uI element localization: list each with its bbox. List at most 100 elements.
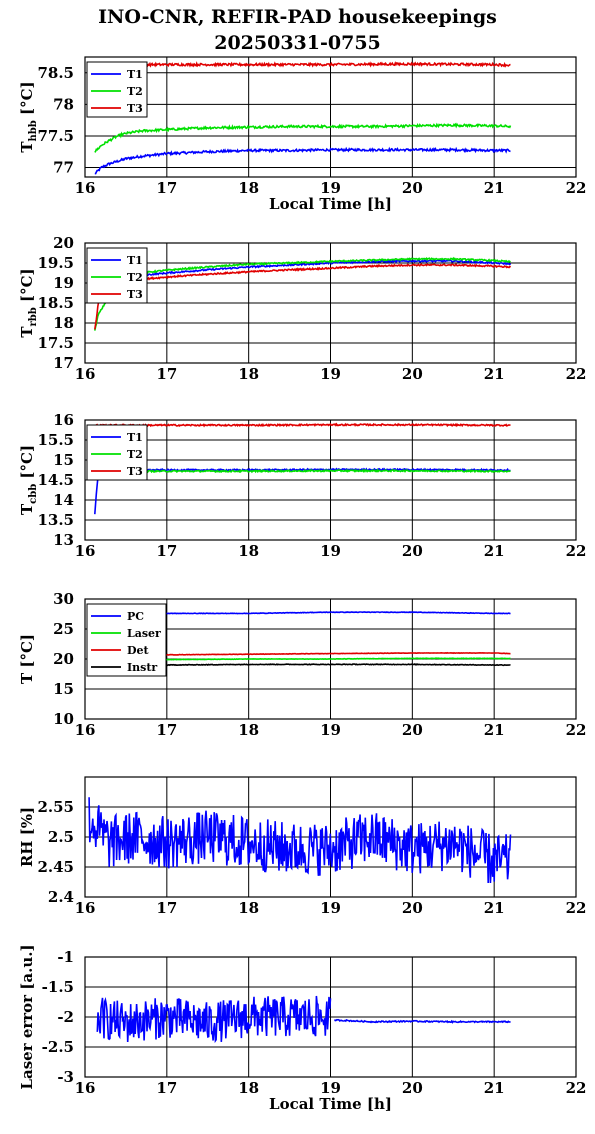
legend-entry-t1: T1: [127, 68, 143, 81]
x-tick-label: 21: [484, 899, 505, 917]
x-tick-label: 18: [238, 899, 259, 917]
x-tick-label: 16: [75, 899, 96, 917]
series-line-t1: [121, 259, 512, 279]
y-axis-label: Thbb [°C]: [18, 81, 39, 152]
x-tick-label: 22: [566, 1079, 587, 1097]
y-axis-label-main: T [°C]: [18, 634, 36, 684]
x-tick-label: 21: [484, 365, 505, 383]
y-tick-label: 2.5: [48, 828, 74, 846]
y-tick-label: 78.5: [37, 64, 74, 82]
y-axis-label-sub: rbb: [28, 307, 39, 326]
legend-entry-t3: T3: [127, 288, 143, 301]
series-line-t2: [94, 122, 512, 153]
y-axis-label: Trbb [°C]: [18, 268, 39, 337]
y-tick-label: 2.4: [48, 888, 74, 906]
plot-frame: [84, 419, 577, 541]
y-axis-label: RH [%]: [18, 807, 36, 867]
series-line-t1: [94, 146, 511, 175]
x-tick-label: 21: [484, 179, 505, 197]
x-tick-label: 19: [320, 899, 341, 917]
plot-frame: [84, 956, 577, 1078]
y-axis-label-main: RH [%]: [18, 807, 36, 867]
x-tick-label: 22: [566, 721, 587, 739]
legend-entry-t2: T2: [127, 448, 143, 461]
legend: T1 T2 T3: [86, 247, 148, 304]
x-tick-label: 22: [566, 542, 587, 560]
x-axis-label: Local Time [h]: [269, 1095, 392, 1113]
y-tick-label: -1.5: [42, 978, 74, 996]
legend-entry-det: Det: [127, 644, 150, 657]
series-line-data-1: [333, 1018, 511, 1024]
x-tick-label: 19: [320, 721, 341, 739]
series-line-data-0: [96, 995, 332, 1044]
y-tick-label: 78: [53, 95, 74, 113]
chart-cbb: 16 17 18 19 20 21 22 13 13.5 14 14.5 15 15.5 16 Tcbb […: [18, 411, 586, 560]
x-tick-label: 18: [238, 365, 259, 383]
x-tick-label: 19: [320, 542, 341, 560]
series-line-instr: [150, 663, 511, 667]
y-tick-label: 18.5: [37, 294, 74, 312]
legend-entry-pc: PC: [127, 610, 144, 623]
x-tick-label: 17: [156, 1079, 177, 1097]
y-tick-label: 19: [53, 274, 74, 292]
x-tick-label: 18: [238, 1079, 259, 1097]
x-tick-label: 16: [75, 179, 96, 197]
y-tick-label: 2.55: [37, 798, 74, 816]
plot-frame: [84, 598, 577, 720]
legend: PC Laser Det Instr: [86, 603, 167, 677]
y-tick-label: 13.5: [37, 511, 74, 529]
title-line-1: INO-CNR, REFIR-PAD housekeepings: [98, 6, 497, 28]
x-tick-label: 17: [156, 179, 177, 197]
legend-entry-t2: T2: [127, 271, 143, 284]
series-line-laser: [150, 657, 511, 662]
y-axis-label-unit: [°C]: [18, 445, 36, 484]
y-tick-label: -2: [57, 1008, 74, 1026]
x-tick-label: 17: [156, 899, 177, 917]
x-tick-label: 16: [75, 365, 96, 383]
y-tick-label: 30: [53, 590, 74, 608]
x-tick-label: 17: [156, 365, 177, 383]
x-tick-label: 21: [484, 542, 505, 560]
series-line-pc: [150, 611, 511, 615]
x-tick-label: 17: [156, 721, 177, 739]
x-tick-label: 16: [75, 542, 96, 560]
y-tick-label: 19.5: [37, 254, 74, 272]
y-axis-label-main: T: [18, 503, 36, 515]
y-tick-label: 15: [53, 451, 74, 469]
y-tick-label: 17: [53, 354, 74, 372]
y-tick-label: -3: [57, 1068, 74, 1086]
y-axis-label: T [°C]: [18, 634, 36, 684]
chart-hbb: 16 17 18 19 20 21 22 77 77.5 78 78.5 Local Time [h]…: [18, 56, 587, 213]
y-axis-label-sub: hbb: [28, 120, 39, 141]
x-tick-label: 20: [402, 1079, 423, 1097]
series-line-t2: [94, 256, 511, 331]
x-tick-label: 22: [566, 899, 587, 917]
series-line-t3: [94, 61, 511, 69]
x-axis-label: Local Time [h]: [269, 195, 392, 213]
x-tick-label: 16: [75, 721, 96, 739]
legend-entry-laser: Laser: [127, 627, 161, 640]
x-tick-label: 19: [320, 1079, 341, 1097]
y-tick-label: -2.5: [42, 1038, 74, 1056]
legend-entry-t1: T1: [127, 431, 143, 444]
y-axis-label-main: T: [18, 141, 36, 153]
y-tick-label: 13: [53, 531, 74, 549]
y-tick-label: 77.5: [37, 127, 74, 145]
y-axis-label-main: Laser error [a.u.]: [18, 944, 36, 1089]
y-axis-label-main: T: [18, 326, 36, 338]
y-tick-label: -1: [57, 948, 74, 966]
series-line-data-0: [88, 797, 512, 884]
series-line-t3: [94, 263, 512, 330]
y-axis-label: Laser error [a.u.]: [18, 944, 36, 1089]
y-tick-label: 25: [53, 620, 74, 638]
series-line-t1: [94, 467, 511, 515]
y-axis-label: Tcbb [°C]: [18, 445, 39, 515]
y-tick-label: 20: [53, 234, 74, 252]
x-tick-label: 22: [566, 179, 587, 197]
x-tick-label: 19: [320, 365, 341, 383]
legend: T1 T2 T3: [86, 61, 148, 118]
title-line-2: 20250331-0755: [214, 32, 381, 54]
series-line-t3: [94, 422, 511, 428]
